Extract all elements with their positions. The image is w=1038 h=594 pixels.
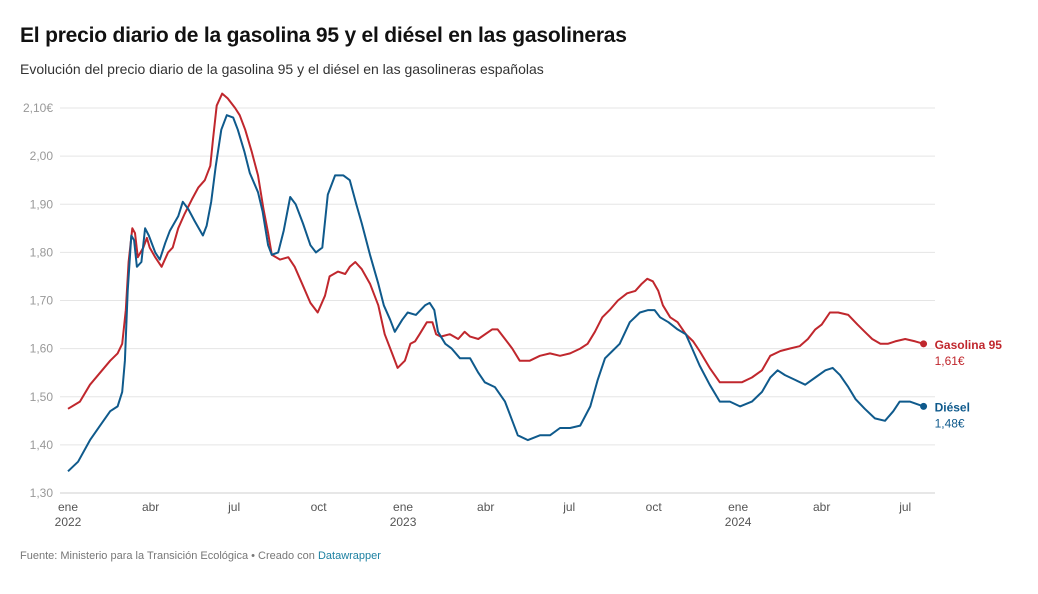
x-tick-year: 2022 <box>55 515 82 529</box>
y-tick-label: 2,10€ <box>23 101 53 115</box>
y-axis: 2,10€ 2,00 1,90 1,80 1,70 1,60 1,50 1,40 1,30 <box>23 101 53 500</box>
end-labels: Gasolina 95 1,61€ Diésel 1,48€ <box>935 338 1003 431</box>
series-label: Diésel <box>935 400 970 414</box>
x-tick-year: 2023 <box>390 515 417 529</box>
y-tick-label: 1,50 <box>30 390 54 404</box>
x-tick-label: jul <box>898 500 911 514</box>
x-tick-label: jul <box>227 500 240 514</box>
x-tick-label: ene <box>728 500 748 514</box>
source-note: Fuente: Ministerio para la Transición Ec… <box>20 550 318 562</box>
x-tick-label: abr <box>142 500 159 514</box>
x-tick-label: oct <box>646 500 663 514</box>
end-point-marker <box>920 402 928 410</box>
y-tick-label: 1,80 <box>30 245 54 259</box>
chart-title: El precio diario de la gasolina 95 y el … <box>20 24 627 47</box>
series-end-value: 1,48€ <box>935 416 965 430</box>
x-tick-label: ene <box>58 500 78 514</box>
x-tick-label: abr <box>813 500 830 514</box>
x-tick-label: jul <box>562 500 575 514</box>
chart-subtitle: Evolución del precio diario de la gasoli… <box>20 61 544 77</box>
x-tick-label: abr <box>477 500 494 514</box>
series-end-value: 1,61€ <box>935 354 965 368</box>
y-tick-label: 1,70 <box>30 294 54 308</box>
x-tick-year: 2024 <box>725 515 752 529</box>
y-tick-label: 1,40 <box>30 438 54 452</box>
footer: Fuente: Ministerio para la Transición Ec… <box>20 550 381 562</box>
series-label: Gasolina 95 <box>935 338 1003 352</box>
y-tick-label: 1,90 <box>30 197 54 211</box>
x-tick-label: ene <box>393 500 413 514</box>
gridlines <box>60 107 935 494</box>
y-tick-label: 1,60 <box>30 342 54 356</box>
end-point-marker <box>920 340 928 348</box>
y-tick-label: 1,30 <box>30 486 54 500</box>
x-tick-label: oct <box>311 500 328 514</box>
series-line-diesel <box>67 114 924 473</box>
series-line-gasolina-95 <box>67 92 924 410</box>
series-lines <box>67 92 928 473</box>
y-tick-label: 2,00 <box>30 149 54 163</box>
datawrapper-link[interactable]: Datawrapper <box>317 550 381 562</box>
